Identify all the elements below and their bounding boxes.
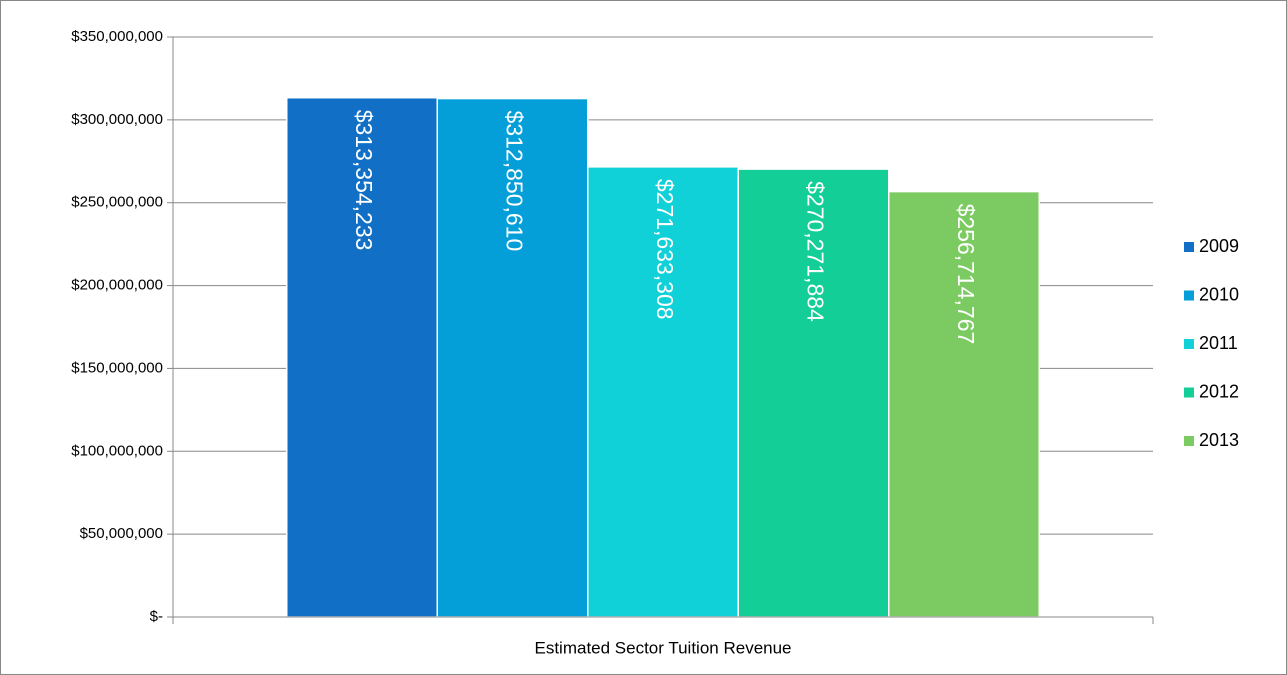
- legend-label: 2012: [1199, 381, 1239, 401]
- y-tick-label: $-: [150, 608, 163, 625]
- y-tick-label: $50,000,000: [80, 525, 163, 542]
- y-tick-label: $150,000,000: [71, 359, 163, 376]
- legend-label: 2009: [1199, 236, 1239, 256]
- bar: [587, 166, 739, 618]
- legend-swatch: [1184, 339, 1194, 349]
- y-tick-label: $350,000,000: [71, 28, 163, 45]
- data-label: $271,633,308: [652, 179, 678, 320]
- legend-label: 2011: [1199, 333, 1238, 353]
- data-label: $313,354,233: [351, 110, 377, 251]
- y-tick-label: $300,000,000: [71, 111, 163, 128]
- legend-swatch: [1184, 387, 1194, 398]
- x-tick-label: Estimated Sector Tuition Revenue: [534, 638, 791, 657]
- y-tick-label: $200,000,000: [71, 277, 163, 294]
- legend-swatch: [1184, 242, 1194, 252]
- data-label: $312,850,610: [501, 111, 527, 252]
- bar: [286, 96, 438, 618]
- legend-swatch: [1184, 436, 1194, 446]
- legend-label: 2010: [1199, 284, 1239, 304]
- bar: [888, 190, 1040, 618]
- legend-swatch: [1184, 290, 1194, 301]
- bar: [436, 97, 589, 618]
- data-label: $270,271,884: [802, 181, 828, 322]
- legend-label: 2013: [1199, 430, 1239, 450]
- y-tick-label: $250,000,000: [71, 194, 163, 211]
- y-tick-label: $100,000,000: [71, 442, 163, 459]
- data-label: $256,714,767: [953, 204, 979, 345]
